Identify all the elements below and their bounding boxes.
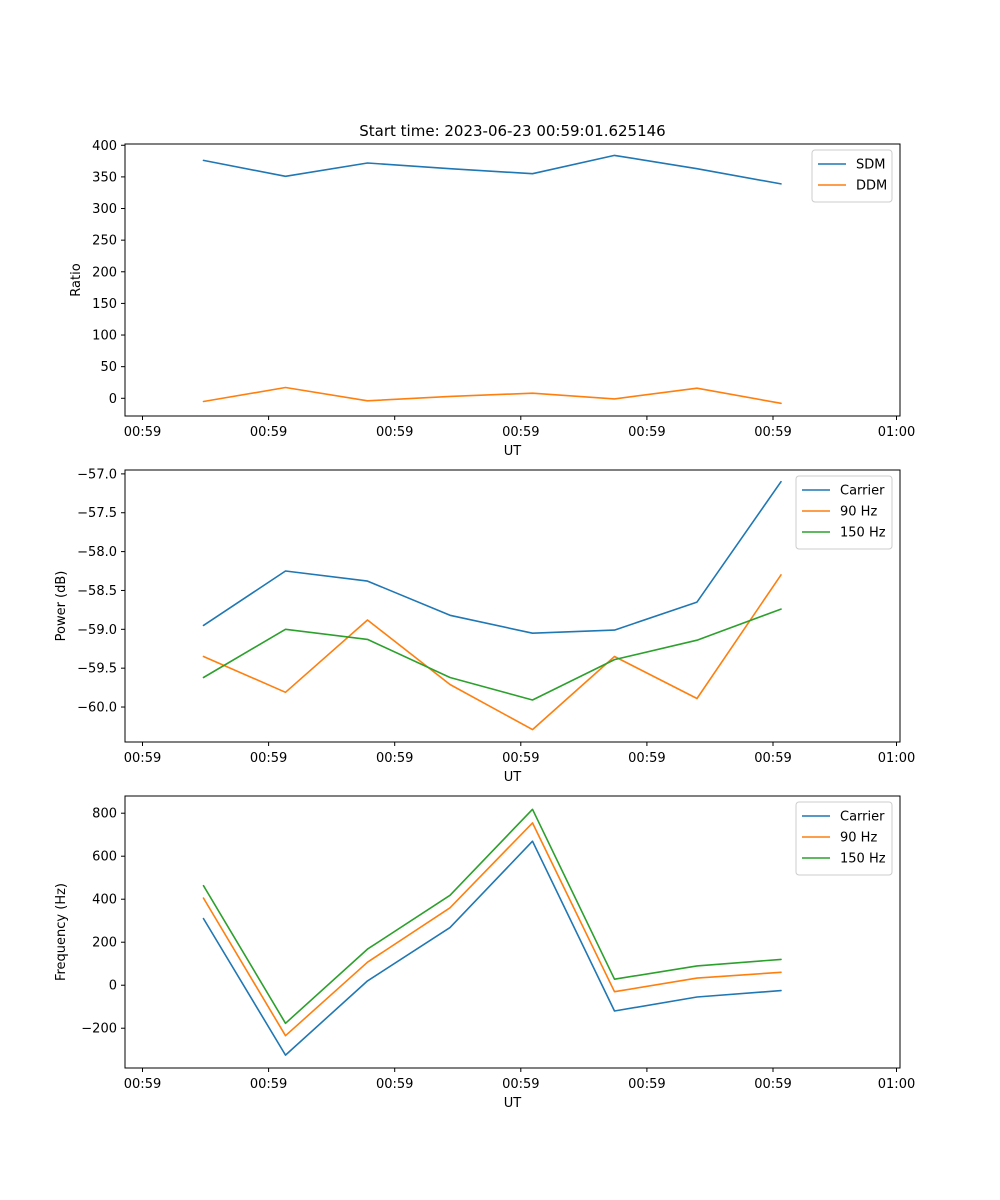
y-tick-label: −60.0 (77, 701, 117, 716)
series-line-carrier (202, 840, 782, 1056)
x-tick-label: 00:59 (376, 751, 413, 766)
x-tick-label: 01:00 (878, 1077, 915, 1092)
x-tick-label: 00:59 (124, 425, 161, 440)
y-tick-label: 300 (92, 202, 117, 217)
y-tick-label: 400 (92, 139, 117, 154)
y-tick-label: 0 (109, 979, 117, 994)
x-tick-label: 01:00 (878, 425, 915, 440)
y-axis-label: Power (dB) (54, 571, 69, 642)
y-tick-label: 400 (92, 893, 117, 908)
x-tick-label: 00:59 (250, 425, 287, 440)
legend-entry: 90 Hz (840, 505, 877, 520)
series-line-ddm (202, 386, 782, 405)
series-line-90-hz (202, 822, 782, 1037)
series-line-sdm (202, 154, 782, 185)
legend-entry: 150 Hz (840, 852, 886, 867)
y-tick-label: 250 (92, 234, 117, 249)
y-tick-label: −57.0 (77, 467, 117, 482)
x-axis-label: UT (504, 770, 522, 785)
y-tick-label: −59.5 (77, 662, 117, 677)
y-axis-label: Frequency (Hz) (54, 883, 69, 981)
panel-1: 0 50 100 150 200 250 300 350 400 00:59 00:59 00:59 0… (69, 139, 915, 459)
axes-frame (124, 469, 901, 743)
x-tick-label: 00:59 (502, 751, 539, 766)
y-tick-label: 0 (109, 392, 117, 407)
x-tick-label: 00:59 (754, 1077, 791, 1092)
y-tick-label: 200 (92, 265, 117, 280)
x-tick-label: 00:59 (628, 1077, 665, 1092)
legend-box (795, 475, 893, 550)
legend: Carrier 90 Hz 150 Hz (795, 801, 893, 876)
y-tick-label: 100 (92, 329, 117, 344)
y-tick-label: −59.0 (77, 623, 117, 638)
x-tick-label: 01:00 (878, 751, 915, 766)
y-tick-label: 200 (92, 936, 117, 951)
panels: 0 50 100 150 200 250 300 350 400 00:59 00:59 00:59 0… (54, 139, 915, 1111)
x-tick-label: 00:59 (754, 425, 791, 440)
series-line-150-hz (202, 808, 782, 1025)
x-tick-label: 00:59 (754, 751, 791, 766)
x-tick-label: 00:59 (250, 751, 287, 766)
axes-frame (124, 795, 901, 1069)
legend-entry: 150 Hz (840, 526, 886, 541)
legend-entry: Carrier (840, 810, 885, 825)
legend-box (795, 801, 893, 876)
panel-3: −200 0 200 400 600 800 00:59 00:59 00:59 00:59 00:… (54, 795, 915, 1111)
legend-entry: SDM (856, 158, 885, 173)
y-tick-label: 50 (100, 360, 117, 375)
series-line-carrier (202, 480, 782, 635)
y-tick-label: 800 (92, 807, 117, 822)
x-tick-label: 00:59 (628, 751, 665, 766)
series-line-90-hz (202, 574, 782, 731)
x-axis-label: UT (504, 1096, 522, 1111)
legend: SDM DDM (811, 149, 893, 203)
legend-entry: 90 Hz (840, 831, 877, 846)
y-axis-label: Ratio (69, 263, 84, 296)
x-tick-label: 00:59 (250, 1077, 287, 1092)
legend-entry: Carrier (840, 484, 885, 499)
y-tick-label: 350 (92, 170, 117, 185)
y-tick-label: −57.5 (77, 506, 117, 521)
y-tick-label: 600 (92, 850, 117, 865)
x-tick-label: 00:59 (376, 1077, 413, 1092)
y-tick-label: −58.5 (77, 584, 117, 599)
y-tick-label: −58.0 (77, 545, 117, 560)
x-tick-label: 00:59 (628, 425, 665, 440)
axes-frame (124, 143, 901, 417)
y-tick-label: −200 (81, 1022, 117, 1037)
y-tick-label: 150 (92, 297, 117, 312)
x-tick-label: 00:59 (124, 1077, 161, 1092)
legend-box (811, 149, 893, 203)
chart-title: Start time: 2023-06-23 00:59:01.625146 (359, 122, 665, 140)
legend-entry: DDM (856, 179, 887, 194)
x-tick-label: 00:59 (124, 751, 161, 766)
legend: Carrier 90 Hz 150 Hz (795, 475, 893, 550)
x-tick-label: 00:59 (376, 425, 413, 440)
x-axis-label: UT (504, 444, 522, 459)
x-tick-label: 00:59 (502, 1077, 539, 1092)
x-tick-label: 00:59 (502, 425, 539, 440)
series-line-150-hz (202, 608, 782, 701)
panel-2: −60.0 −59.5 −59.0 −58.5 −58.0 −57.5 −57.0 00:59… (54, 467, 915, 785)
